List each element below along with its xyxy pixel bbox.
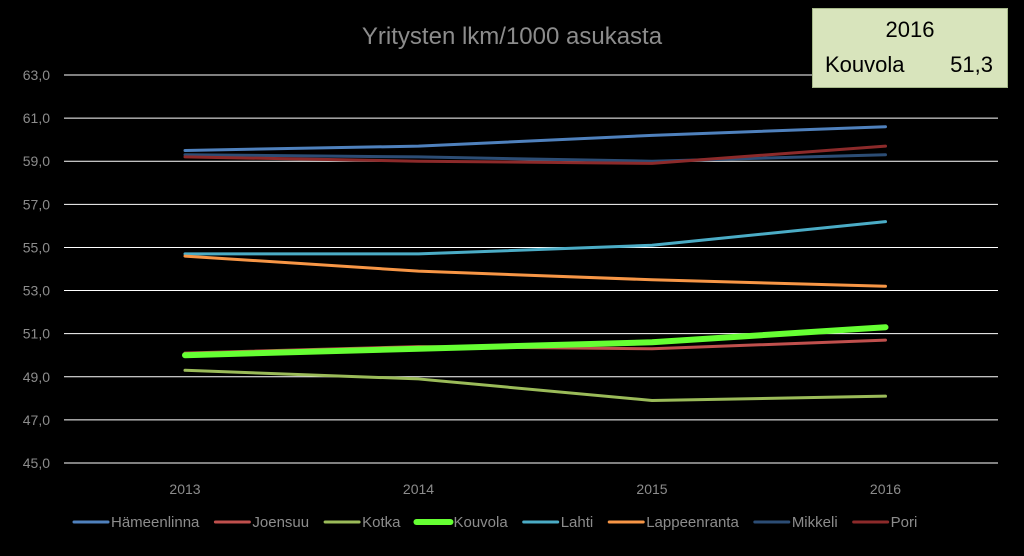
y-tick-label: 61,0 xyxy=(23,110,50,126)
legend-label: Lappeenranta xyxy=(646,514,739,531)
legend-label: Joensuu xyxy=(252,514,309,531)
y-axis-ticks: 45,0 47,0 49,0 51,0 53,0 55,0 57,0 59,0 61,0 63,0 xyxy=(23,67,50,471)
series-line-kouvola xyxy=(182,324,889,359)
x-tick-label: 2014 xyxy=(403,481,434,497)
y-tick-label: 63,0 xyxy=(23,67,50,83)
y-tick-label: 49,0 xyxy=(23,369,50,385)
legend-label: Kouvola xyxy=(453,514,508,531)
series-line-h-meenlinna xyxy=(183,125,887,152)
x-tick-label: 2015 xyxy=(636,481,667,497)
x-axis-ticks: 2013 2014 2015 2016 xyxy=(169,481,901,497)
y-tick-label: 55,0 xyxy=(23,239,50,255)
y-tick-label: 45,0 xyxy=(23,455,50,471)
legend-label: Lahti xyxy=(561,514,594,531)
series-line-pori xyxy=(183,144,887,165)
legend-label: Pori xyxy=(891,514,918,531)
x-tick-label: 2013 xyxy=(169,481,200,497)
series-line-lahti xyxy=(183,220,887,256)
series-line-lappeenranta xyxy=(183,254,887,288)
legend-label: Mikkeli xyxy=(792,514,838,531)
y-tick-label: 51,0 xyxy=(23,326,50,342)
legend: Hämeenlinna Joensuu Kotka Kouvola Lahti Lappe… xyxy=(72,514,918,531)
gridlines xyxy=(64,74,998,464)
series-line-kotka xyxy=(183,368,887,402)
callout-city: Kouvola xyxy=(825,52,905,77)
y-tick-label: 59,0 xyxy=(23,153,50,169)
legend-label: Kotka xyxy=(362,514,401,531)
y-tick-label: 53,0 xyxy=(23,283,50,299)
value-callout: 2016 Kouvola 51,3 xyxy=(812,8,1008,88)
y-tick-label: 47,0 xyxy=(23,412,50,428)
x-tick-label: 2016 xyxy=(870,481,901,497)
series-lines xyxy=(182,125,889,402)
chart-title: Yritysten lkm/1000 asukasta xyxy=(362,23,663,50)
callout-year: 2016 xyxy=(885,17,935,42)
legend-label: Hämeenlinna xyxy=(111,514,200,531)
callout-value: 51,3 xyxy=(950,52,993,77)
series-line-mikkeli xyxy=(183,153,887,163)
y-tick-label: 57,0 xyxy=(23,196,50,212)
